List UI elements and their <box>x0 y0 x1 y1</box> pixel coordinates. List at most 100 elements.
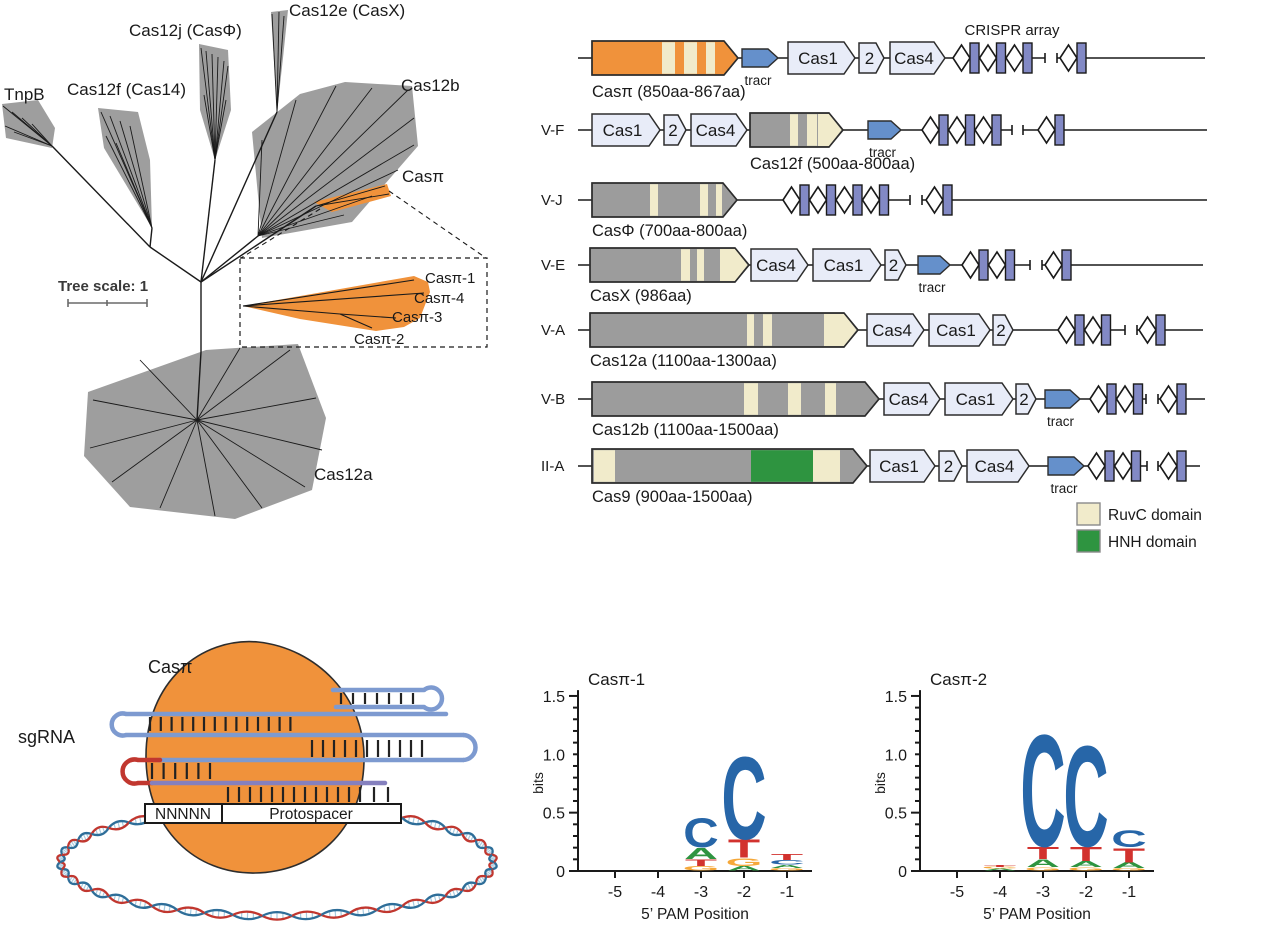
helix-rung <box>362 907 365 916</box>
domain-stripe <box>825 383 836 415</box>
logo-letter: G <box>1068 866 1105 871</box>
helix-strand <box>261 910 293 917</box>
spacer-diamond <box>978 43 998 73</box>
logo-letter: T <box>771 853 803 862</box>
effector-label: Casπ (850aa-867aa) <box>592 83 746 101</box>
tree-tip-branch <box>257 89 409 237</box>
sgrna-hairpin-loop <box>422 685 445 712</box>
helix-strand <box>67 874 80 884</box>
inset-clade-label: Casπ-3 <box>392 309 442 326</box>
tree-tip-branch <box>315 185 386 207</box>
clade-label: Cas12f (Cas14) <box>67 80 186 99</box>
helix-rung <box>412 816 415 825</box>
domain-stripe <box>697 249 704 281</box>
logo-title: Casπ-1 <box>588 670 645 689</box>
gene-box-cas4 <box>966 449 1030 483</box>
logo-letter: T <box>728 834 760 863</box>
sgrna-hairpin-loop <box>462 732 478 763</box>
logo-letter: G <box>769 868 806 872</box>
repeat-rect <box>1132 383 1144 415</box>
helix-strand <box>424 893 446 903</box>
y-tick-label: 0 <box>898 864 907 881</box>
helix-strand <box>151 905 178 914</box>
repeat-rect <box>1130 450 1142 482</box>
logo-title: Casπ-2 <box>930 670 987 689</box>
helix-rung <box>452 827 456 835</box>
effector-label: CasX (986aa) <box>590 287 692 305</box>
logo-letter: A <box>983 868 1017 871</box>
effector-outline <box>589 247 750 283</box>
y-tick-label: 0.5 <box>543 806 565 823</box>
helix-strand <box>66 876 79 886</box>
helix-rung <box>433 821 437 830</box>
domain-stripe <box>807 114 817 146</box>
helix-strand <box>176 906 205 914</box>
repeat-rect <box>1155 314 1166 346</box>
inset-connector <box>240 208 321 259</box>
helix-strand <box>401 815 426 824</box>
tracr-label: tracr <box>745 73 773 88</box>
spacer-diamond <box>835 185 854 215</box>
y-tick-label: 1.0 <box>885 747 907 764</box>
effector-outline <box>591 40 739 76</box>
tree-tip-branch <box>214 65 229 161</box>
domain-tail <box>824 314 857 346</box>
helix-strand <box>56 853 63 863</box>
tree-tip-branch <box>257 87 373 237</box>
gene-box-cas4 <box>690 113 748 147</box>
x-tick-label: -4 <box>651 884 665 901</box>
gene-label: Cas4 <box>975 457 1015 476</box>
spacer-diamond <box>1005 43 1024 73</box>
helix-rung <box>478 876 484 884</box>
tree-tip-branch <box>205 50 216 161</box>
effector-outline <box>591 448 868 484</box>
repeat-rect <box>825 184 837 216</box>
tree-branch <box>196 351 202 421</box>
logo-letter: C <box>721 733 766 865</box>
y-tick-label: 0 <box>556 864 565 881</box>
logo-letter: G <box>726 856 763 868</box>
x-tick-label: -2 <box>1079 884 1093 901</box>
tree-tip-branch <box>196 397 317 421</box>
spacer-diamond <box>961 250 980 280</box>
x-tick-label: -5 <box>608 884 622 901</box>
tracr-arrow <box>917 255 952 275</box>
clade-label: Cas12a <box>314 465 373 484</box>
spacer-diamond <box>952 43 971 73</box>
clade-shape <box>199 44 231 160</box>
helix-strand <box>461 881 477 891</box>
helix-rung <box>467 883 472 891</box>
inset-clade-label: Casπ-4 <box>414 290 464 307</box>
effector-label: Cas12b (1100aa-1500aa) <box>592 421 779 439</box>
repeat-rect <box>1022 42 1033 74</box>
gene-box-cas4 <box>750 248 809 282</box>
inset-connector <box>388 190 487 259</box>
helix-rung <box>478 840 484 848</box>
tree-tip-branch <box>257 99 297 237</box>
tracr-label: tracr <box>919 280 947 295</box>
helix-rung <box>412 899 415 908</box>
effector-outline <box>591 381 880 417</box>
helix-rung <box>163 904 166 912</box>
domain-stripe <box>788 383 801 415</box>
tree-tip-branch <box>111 419 198 483</box>
tree-tip-branch <box>109 115 153 229</box>
helix-strand <box>376 902 403 911</box>
tree-tip-branch <box>257 169 399 237</box>
gene-label: 2 <box>668 121 677 140</box>
helix-strand <box>424 821 446 831</box>
helix-strand <box>401 817 426 826</box>
protein-label: Casπ <box>148 657 192 677</box>
spacer-diamond <box>1115 384 1135 414</box>
tree-tip-branch <box>105 135 153 229</box>
clade-shape <box>314 184 391 212</box>
crispr-array-label: CRISPR array <box>964 22 1060 39</box>
helix-strand <box>76 831 92 841</box>
tree-tip-branch <box>203 94 216 161</box>
repeat-rect <box>969 42 980 74</box>
tree-tip-branch <box>31 123 53 147</box>
logo-letter: A <box>1026 857 1060 870</box>
spacer-diamond <box>1059 43 1078 73</box>
tree-tip-branch <box>196 419 306 488</box>
helix-rung <box>117 894 121 903</box>
